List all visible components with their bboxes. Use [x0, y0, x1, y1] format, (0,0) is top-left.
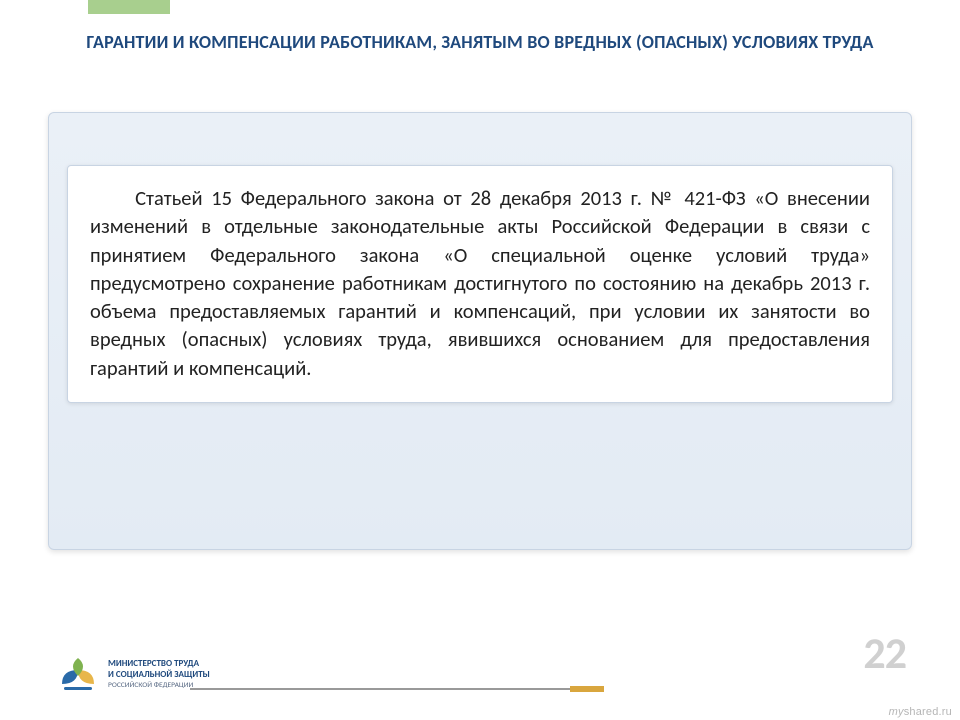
footer-accent-bar	[570, 686, 604, 692]
ministry-line-1: МИНИСТЕРСТВО ТРУДА	[108, 658, 210, 669]
content-outer-panel: Статьей 15 Федерального закона от 28 дек…	[48, 112, 912, 550]
watermark: myshared.ru	[889, 706, 952, 718]
body-paragraph: Статьей 15 Федерального закона от 28 дек…	[90, 184, 870, 382]
watermark-prefix: my	[889, 706, 904, 718]
page-number: 22	[863, 626, 906, 680]
ministry-line-2: И СОЦИАЛЬНОЙ ЗАЩИТЫ	[108, 669, 210, 680]
content-inner-panel: Статьей 15 Федерального закона от 28 дек…	[67, 165, 893, 403]
ministry-text: МИНИСТЕРСТВО ТРУДА И СОЦИАЛЬНОЙ ЗАЩИТЫ Р…	[108, 658, 210, 690]
slide-title: ГАРАНТИИ И КОМПЕНСАЦИИ РАБОТНИКАМ, ЗАНЯТ…	[48, 30, 912, 54]
ministry-block: МИНИСТЕРСТВО ТРУДА И СОЦИАЛЬНОЙ ЗАЩИТЫ Р…	[58, 654, 210, 694]
footer-divider	[190, 688, 570, 690]
watermark-suffix: shared.ru	[904, 706, 952, 718]
ministry-line-3: РОССИЙСКОЙ ФЕДЕРАЦИИ	[108, 681, 210, 690]
header-accent-bar	[88, 0, 170, 14]
ministry-logo-icon	[58, 654, 98, 694]
